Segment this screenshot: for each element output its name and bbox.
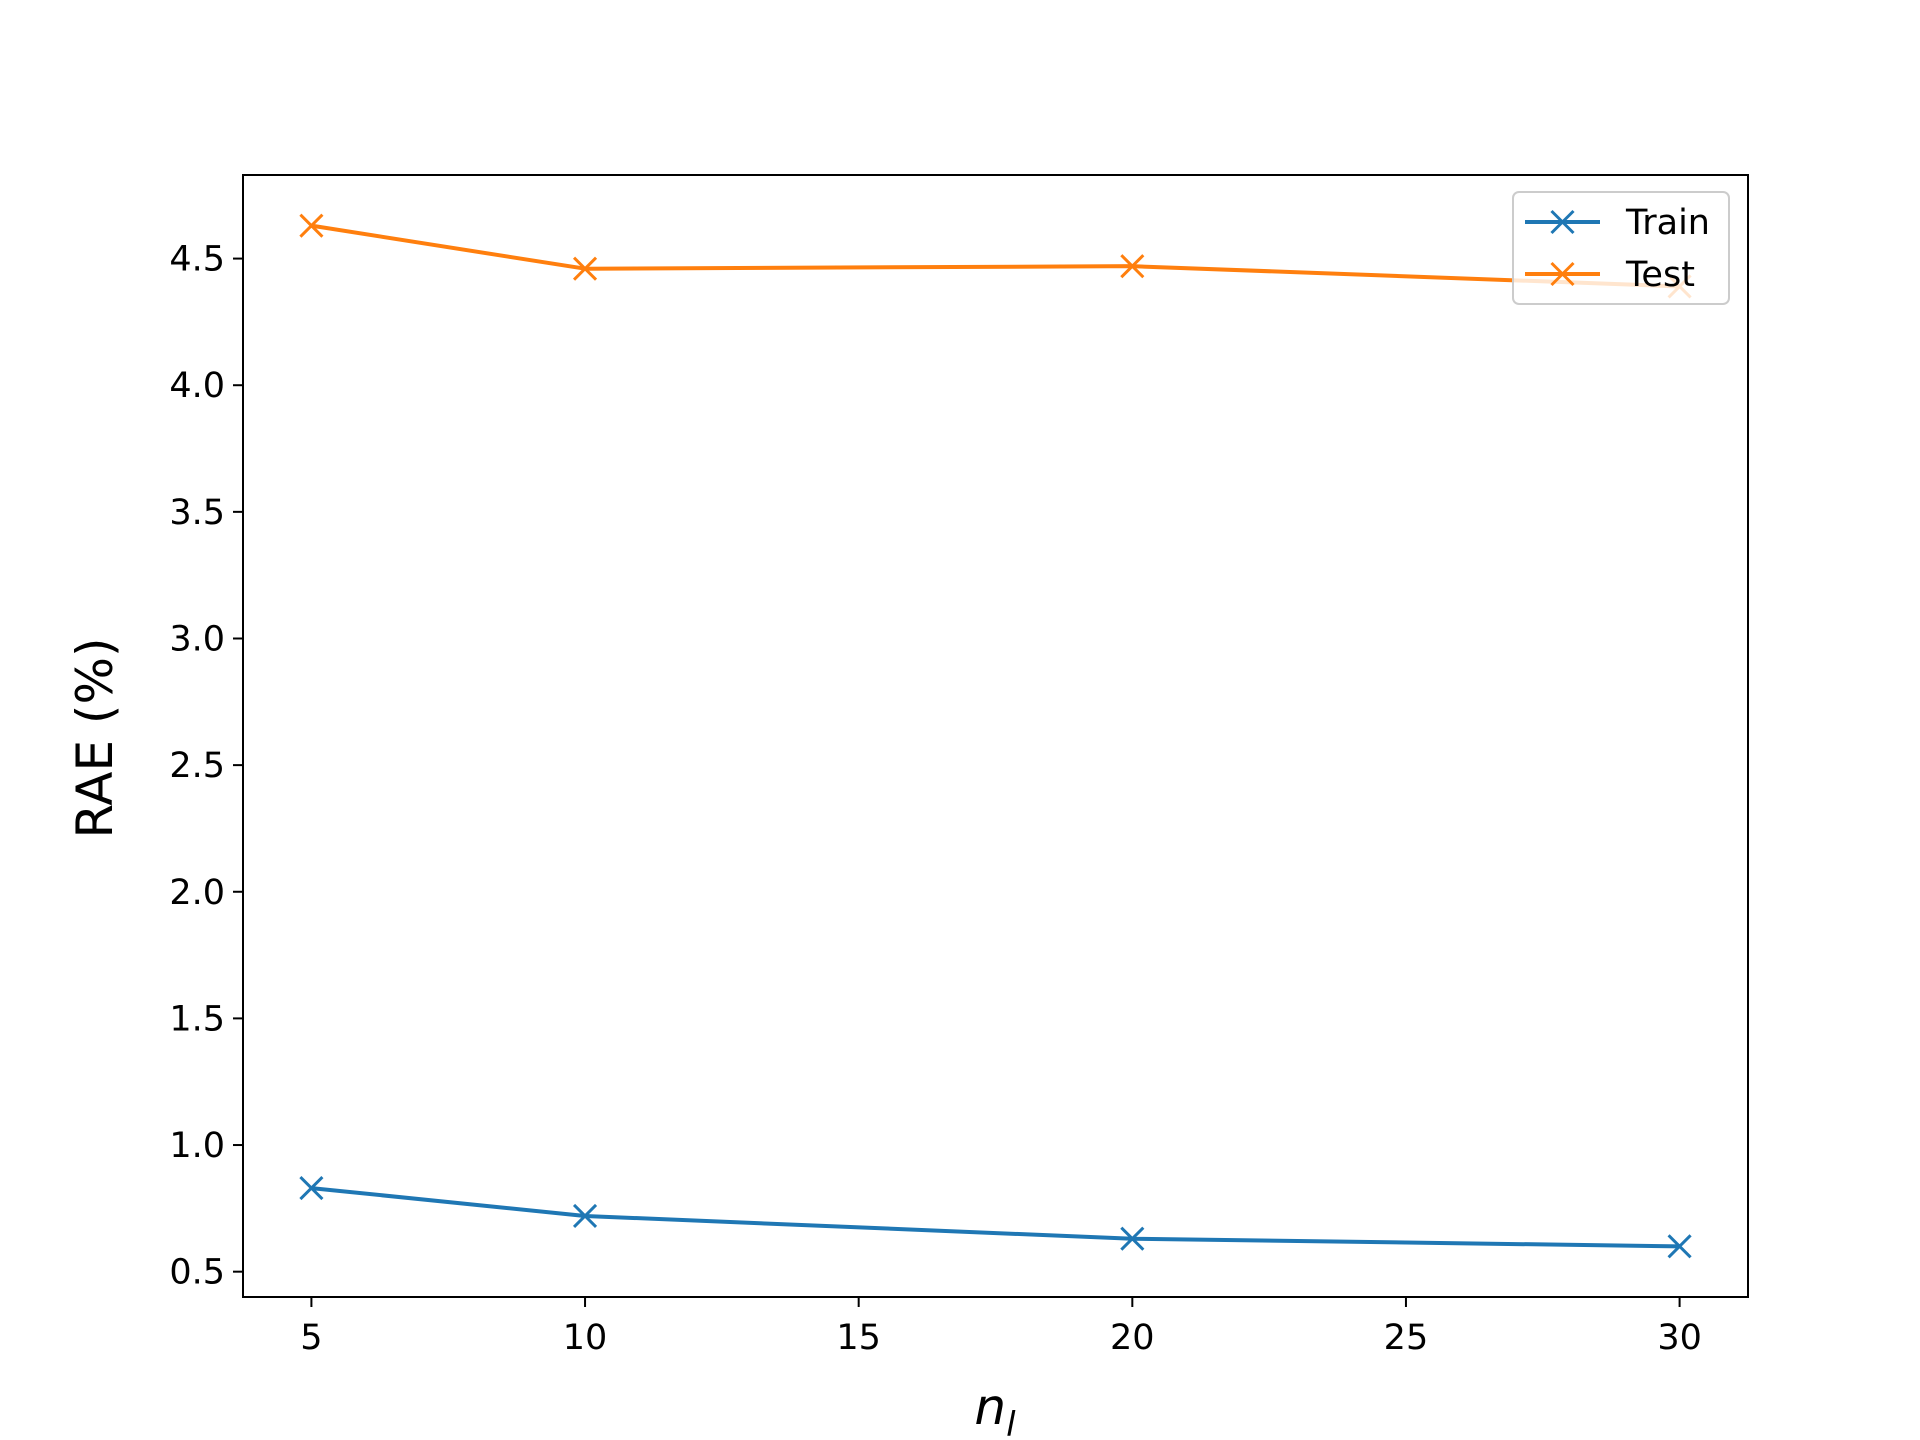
data-point-train [299,1176,324,1201]
x-tick-label: 15 [836,1318,881,1358]
legend-swatch-marker [1550,261,1575,287]
data-point-train [1120,1226,1145,1251]
x-axis-title: nl [974,1378,1016,1440]
x-tick-label: 10 [563,1318,608,1358]
legend-label: Train [1625,203,1710,243]
x-tick-label: 5 [300,1318,322,1358]
series-line-train [311,1186,1680,1249]
legend-swatch-marker [1550,209,1575,235]
ticks-layer: 5 10 15 20 25 30 0.5 1.0 1.5 2.0 2.5 3.0 3.5 4.0 4.5 [169,240,1702,1358]
data-point-test [299,213,324,238]
data-point-train [1667,1234,1692,1259]
x-tick-label: 25 [1384,1318,1429,1358]
series-line-test [311,223,1680,289]
y-tick-label: 3.5 [169,493,225,533]
legend-item-train[interactable]: Train [1525,203,1710,243]
y-tick-label: 1.5 [169,999,225,1039]
data-point-test [1120,254,1145,279]
legend[interactable]: Train Test [1512,191,1730,305]
y-tick-label: 4.5 [169,240,225,280]
x-tick-label: 30 [1657,1318,1702,1358]
data-point-train [572,1203,598,1229]
x-axis-title-subscript: l [1006,1405,1016,1440]
y-tick-label: 3.0 [169,619,225,659]
legend-label: Test [1625,255,1695,295]
legend-item-test[interactable]: Test [1525,255,1695,295]
x-axis-title-main: n [974,1378,1006,1436]
series-layer [299,213,1692,1259]
x-tick-label: 20 [1110,1318,1155,1358]
data-point-test [572,256,598,281]
y-tick-label: 2.0 [169,873,225,913]
plot-frame [242,174,1749,1298]
y-tick-label: 1.0 [169,1126,225,1166]
y-axis-title: RAE (%) [66,638,124,839]
y-tick-label: 4.0 [169,366,225,406]
y-tick-label: 2.5 [169,746,225,786]
y-tick-label: 0.5 [169,1253,225,1293]
